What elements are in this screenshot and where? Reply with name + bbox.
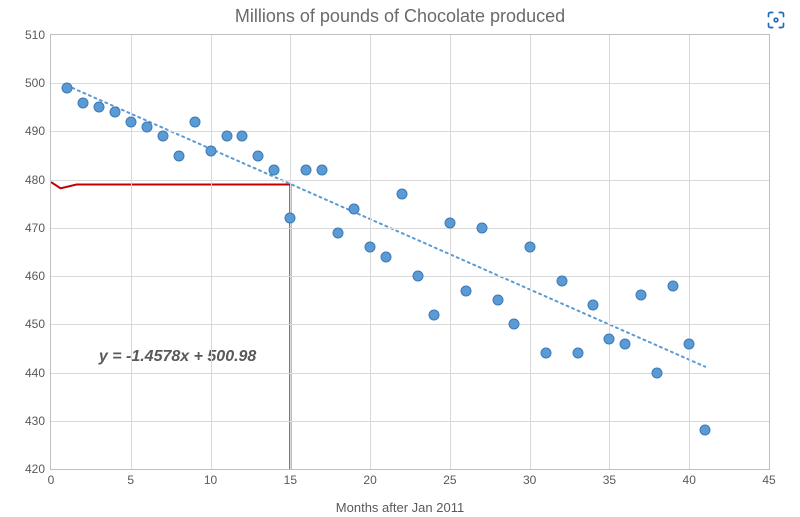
- data-point: [173, 150, 184, 161]
- data-point: [301, 165, 312, 176]
- data-point: [636, 290, 647, 301]
- data-point: [700, 425, 711, 436]
- grid-line-h: [51, 324, 769, 325]
- data-point: [93, 102, 104, 113]
- grid-line-h: [51, 228, 769, 229]
- data-point: [428, 309, 439, 320]
- y-tick-label: 450: [25, 317, 45, 331]
- data-point: [189, 116, 200, 127]
- grid-line-v: [450, 35, 451, 469]
- x-tick-label: 40: [683, 473, 696, 487]
- x-tick-label: 30: [523, 473, 536, 487]
- data-point: [604, 333, 615, 344]
- data-point: [253, 150, 264, 161]
- grid-line-h: [51, 83, 769, 84]
- y-tick-label: 480: [25, 173, 45, 187]
- fullscreen-icon[interactable]: [766, 10, 786, 30]
- grid-line-v: [689, 35, 690, 469]
- data-point: [556, 275, 567, 286]
- x-tick-label: 10: [204, 473, 217, 487]
- data-point: [476, 222, 487, 233]
- grid-line-h: [51, 276, 769, 277]
- data-point: [460, 285, 471, 296]
- x-tick-label: 35: [603, 473, 616, 487]
- grid-line-h: [51, 421, 769, 422]
- y-tick-label: 440: [25, 366, 45, 380]
- y-tick-label: 470: [25, 221, 45, 235]
- data-point: [221, 131, 232, 142]
- data-point: [125, 116, 136, 127]
- data-point: [381, 251, 392, 262]
- data-point: [540, 348, 551, 359]
- data-point: [285, 213, 296, 224]
- plot-area: y = -1.4578x + 500.98 420430440450460470…: [50, 34, 770, 470]
- data-point: [444, 218, 455, 229]
- x-axis-label: Months after Jan 2011: [0, 500, 800, 515]
- data-point: [588, 300, 599, 311]
- data-point: [668, 280, 679, 291]
- x-tick-label: 25: [443, 473, 456, 487]
- x-tick-label: 45: [762, 473, 775, 487]
- data-point: [61, 83, 72, 94]
- data-point: [333, 227, 344, 238]
- data-point: [397, 189, 408, 200]
- data-point: [508, 319, 519, 330]
- data-point: [157, 131, 168, 142]
- x-tick-label: 5: [127, 473, 134, 487]
- data-point: [109, 107, 120, 118]
- data-point: [365, 242, 376, 253]
- grid-line-v: [211, 35, 212, 469]
- x-tick-label: 15: [284, 473, 297, 487]
- data-point: [77, 97, 88, 108]
- x-tick-label: 20: [363, 473, 376, 487]
- data-point: [652, 367, 663, 378]
- grid-line-v: [609, 35, 610, 469]
- trend-equation: y = -1.4578x + 500.98: [99, 348, 256, 366]
- data-point: [492, 295, 503, 306]
- y-tick-label: 430: [25, 414, 45, 428]
- y-tick-label: 420: [25, 462, 45, 476]
- data-point: [269, 165, 280, 176]
- grid-line-h: [51, 180, 769, 181]
- chart-title: Millions of pounds of Chocolate produced: [0, 6, 800, 27]
- data-point: [141, 121, 152, 132]
- data-point: [317, 165, 328, 176]
- y-tick-label: 510: [25, 28, 45, 42]
- chart-container: Millions of pounds of Chocolate produced…: [0, 0, 800, 517]
- data-point: [237, 131, 248, 142]
- grid-line-v: [131, 35, 132, 469]
- data-point: [205, 145, 216, 156]
- y-tick-label: 460: [25, 269, 45, 283]
- y-tick-label: 500: [25, 76, 45, 90]
- x-tick-label: 0: [48, 473, 55, 487]
- y-tick-label: 490: [25, 124, 45, 138]
- data-point: [684, 338, 695, 349]
- data-point: [524, 242, 535, 253]
- reference-line-horizontal: [51, 182, 290, 188]
- overlay-svg: [51, 35, 769, 469]
- data-point: [412, 271, 423, 282]
- data-point: [349, 203, 360, 214]
- grid-line-v: [290, 35, 291, 469]
- data-point: [572, 348, 583, 359]
- data-point: [620, 338, 631, 349]
